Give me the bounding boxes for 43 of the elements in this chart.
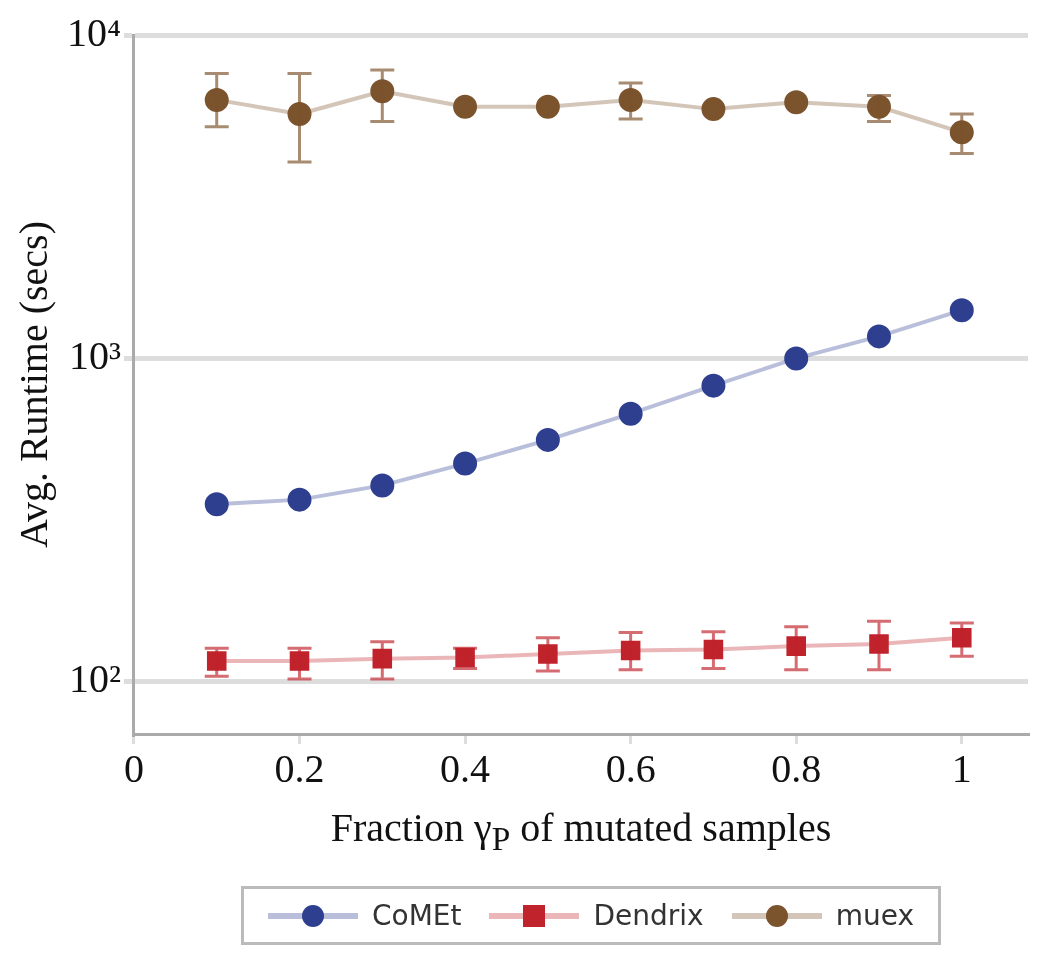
point	[535, 94, 560, 119]
x-tick-label: 0.2	[274, 745, 325, 791]
point	[949, 120, 974, 145]
y-tick-label: 10³	[68, 332, 121, 378]
point	[701, 97, 726, 122]
point	[618, 401, 643, 426]
point	[701, 373, 726, 398]
point	[866, 324, 891, 349]
point	[538, 644, 558, 664]
point	[703, 639, 724, 660]
y-tick-label: 10²	[68, 656, 121, 702]
x-tick-label: 1	[951, 745, 972, 791]
x-tick-label: 0.4	[440, 745, 491, 791]
point	[453, 94, 478, 119]
point	[784, 90, 809, 115]
point	[535, 427, 560, 452]
legend-label: Dendrix	[593, 899, 704, 932]
x-tick-label: 0	[123, 745, 144, 791]
point	[287, 487, 312, 512]
legend-label: muex	[835, 899, 914, 932]
point	[372, 648, 393, 669]
x-axis-title: Fraction γ$_{P}$ of mutated samples	[329, 804, 833, 858]
point	[206, 651, 227, 671]
point	[866, 94, 891, 119]
point	[949, 298, 974, 323]
point	[370, 79, 395, 104]
point	[287, 101, 312, 126]
x-tick-label: 0.8	[771, 745, 822, 791]
point	[370, 473, 395, 498]
point	[869, 634, 889, 654]
x-tick-label: 0.6	[605, 745, 656, 791]
legend-label: CoMEt	[371, 899, 462, 932]
point	[618, 87, 643, 112]
point	[453, 451, 478, 476]
point	[784, 346, 809, 371]
point	[620, 640, 641, 661]
y-tick-label: 10⁴	[66, 9, 121, 55]
point	[289, 651, 310, 671]
point	[786, 636, 806, 656]
point	[952, 627, 972, 648]
y-axis-title: Avg. Runtime (secs)	[10, 221, 56, 548]
point	[204, 492, 229, 517]
point	[204, 87, 229, 112]
